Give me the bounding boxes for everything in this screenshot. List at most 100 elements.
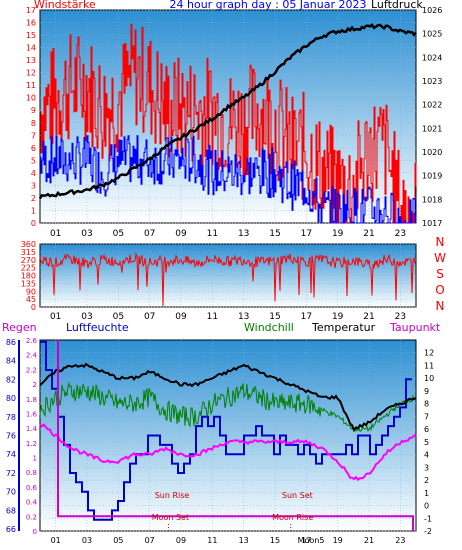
rain-tick-label: 2.2 — [26, 366, 37, 374]
hour-label-wind: 17 — [301, 229, 312, 239]
legend-dewpoint: Taupunkt — [389, 321, 441, 334]
hour-label-temp: 17 — [301, 536, 311, 545]
direction-tick-label: 90 — [26, 287, 36, 296]
hour-label-wind: 19 — [332, 229, 344, 239]
temp-tick-label: 9 — [424, 387, 429, 396]
humidity-tick-label: 84 — [6, 357, 16, 366]
humidity-tick-label: 72 — [6, 469, 16, 478]
wind-direction-series — [39, 251, 417, 307]
hour-label-wind: 11 — [207, 229, 218, 239]
temp-tick-label: 0 — [424, 502, 429, 511]
chart-title: 24 hour graph day : 05 Januar 2023 — [170, 0, 367, 11]
wind-tick-label: 2 — [31, 194, 36, 203]
pressure-tick-label: 1024 — [422, 53, 442, 62]
temp-tick-label: 10 — [424, 374, 434, 383]
hour-label-wind: 07 — [144, 229, 155, 239]
temp-tick-label: 7 — [424, 412, 429, 421]
moon-event-label: Moon Rise — [272, 513, 313, 522]
direction-tick-label: 270 — [21, 256, 36, 265]
direction-tick-label: 180 — [21, 272, 36, 281]
direction-tick-label: 360 — [21, 240, 36, 249]
pressure-tick-label: 1021 — [422, 124, 442, 133]
humidity-tick-label: 86 — [6, 338, 16, 347]
pressure-tick-label: 1025 — [422, 30, 442, 39]
wind-direction-panel — [39, 243, 417, 308]
wind-tick-label: 5 — [31, 156, 36, 165]
hour-label-direction: 07 — [144, 312, 155, 322]
wind-tick-label: 16 — [26, 19, 36, 28]
wind-tick-label: 14 — [26, 44, 36, 53]
hour-label-direction: 09 — [175, 312, 187, 322]
hour-label-wind: 05 — [113, 229, 124, 239]
humidity-tick-label: 76 — [6, 432, 16, 441]
humidity-tick-label: 78 — [6, 413, 16, 422]
rain-tick-label: 0.2 — [26, 513, 37, 521]
moon-event-label: Moon Set — [152, 513, 189, 522]
humidity-tick-label: 82 — [6, 375, 16, 384]
temperature-series — [39, 362, 417, 432]
direction-letter: S — [436, 267, 444, 281]
sun-event-label: Sun Set — [282, 491, 313, 500]
hour-label-wind: 09 — [175, 229, 187, 239]
hour-label-temp: 19 — [333, 536, 343, 545]
hour-label-temp: 09 — [176, 536, 186, 545]
left-axis-title: Windstärke — [34, 0, 96, 11]
hour-label-direction: 11 — [207, 312, 218, 322]
rain-tick-label: 2 — [33, 381, 37, 389]
hour-label-wind: 15 — [269, 229, 280, 239]
direction-tick-label: 315 — [21, 248, 36, 257]
pressure-tick-label: 1017 — [422, 219, 442, 228]
temp-tick-label: 8 — [424, 400, 429, 409]
hour-label-direction: 21 — [363, 312, 374, 322]
wind-speed-series — [39, 23, 417, 224]
direction-letter: N — [436, 299, 445, 313]
pressure-tick-label: 1026 — [422, 6, 442, 15]
hour-label-direction: 01 — [50, 312, 61, 322]
hour-label-wind: 23 — [395, 229, 406, 239]
wind-tick-label: 0 — [31, 219, 36, 228]
rain-series — [57, 340, 414, 531]
direction-letter: N — [436, 235, 445, 249]
wind-tick-label: 1 — [31, 206, 36, 215]
temp-tick-label: 3 — [424, 463, 429, 472]
direction-tick-label: 45 — [26, 295, 36, 304]
hour-label-direction: 23 — [395, 312, 406, 322]
temp-tick-label: 5 — [424, 438, 429, 447]
wind-tick-label: 11 — [26, 81, 36, 90]
hour-label-wind: 13 — [238, 229, 249, 239]
hour-label-direction: 05 — [113, 312, 124, 322]
legend-humidity: Luftfeuchte — [66, 321, 129, 334]
humidity-tick-label: 68 — [6, 506, 16, 515]
wind-tick-label: 6 — [31, 144, 36, 153]
hour-label-direction: 03 — [81, 312, 92, 322]
temp-tick-label: 11 — [424, 361, 434, 370]
hour-label-direction: 15 — [269, 312, 280, 322]
direction-tick-label: 0 — [31, 303, 36, 312]
pressure-tick-label: 1020 — [422, 148, 442, 157]
hour-label-temp: 05 — [113, 536, 123, 545]
pressure-tick-label: 1023 — [422, 77, 442, 86]
wind-tick-label: 7 — [31, 131, 36, 140]
sun-moon-events: Sun Rise Sun Set Moon Set Moon Rise Moon5 — [152, 491, 325, 545]
wind-tick-label: 9 — [31, 106, 36, 115]
axis-labels: 0101010303030505050707070909091111111313… — [6, 6, 443, 545]
hour-label-wind: 01 — [50, 229, 61, 239]
hour-label-wind: 21 — [363, 229, 374, 239]
rain-tick-label: 0.6 — [26, 484, 38, 492]
wind-tick-label: 12 — [26, 69, 36, 78]
rain-tick-label: 2.4 — [26, 352, 38, 360]
hour-label-direction: 13 — [238, 312, 249, 322]
pressure-series — [38, 23, 417, 200]
temp-tick-label: 2 — [424, 476, 429, 485]
legend-rain: Regen — [2, 321, 37, 334]
rain-tick-label: 1.8 — [26, 396, 37, 404]
rain-tick-label: 0.4 — [26, 499, 38, 507]
legend-windchill: Windchill — [244, 321, 294, 334]
humidity-tick-label: 80 — [6, 394, 16, 403]
humidity-tick-label: 66 — [6, 525, 16, 534]
wind-tick-label: 13 — [26, 56, 36, 65]
hour-label-temp: 15 — [270, 536, 280, 545]
wind-tick-label: 10 — [26, 94, 36, 103]
